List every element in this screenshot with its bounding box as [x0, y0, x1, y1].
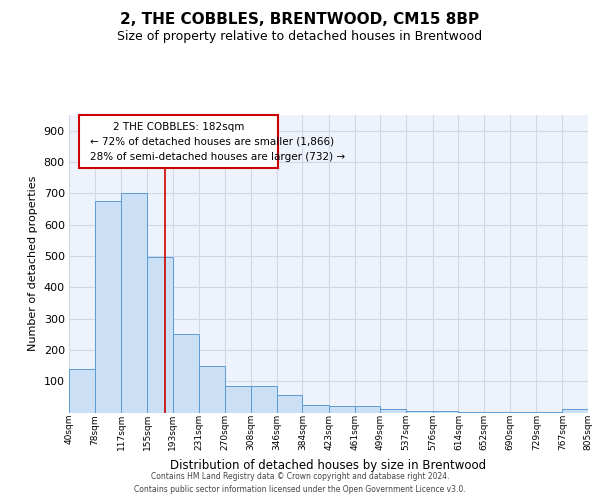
Bar: [562, 410, 588, 412]
Bar: [147, 258, 173, 412]
Bar: [95, 201, 121, 412]
Bar: [380, 410, 406, 412]
Bar: [173, 334, 199, 412]
Bar: [355, 406, 380, 412]
Bar: [69, 368, 95, 412]
Text: 2 THE COBBLES: 182sqm: 2 THE COBBLES: 182sqm: [113, 122, 244, 132]
Text: ← 72% of detached houses are smaller (1,866): ← 72% of detached houses are smaller (1,…: [89, 136, 334, 146]
Bar: [277, 396, 302, 412]
Y-axis label: Number of detached properties: Number of detached properties: [28, 176, 38, 352]
FancyBboxPatch shape: [79, 115, 278, 168]
Bar: [251, 386, 277, 412]
Text: 28% of semi-detached houses are larger (732) →: 28% of semi-detached houses are larger (…: [89, 152, 344, 162]
Bar: [433, 411, 458, 412]
Bar: [406, 411, 433, 412]
Bar: [225, 386, 251, 412]
Bar: [121, 194, 147, 412]
Text: 2, THE COBBLES, BRENTWOOD, CM15 8BP: 2, THE COBBLES, BRENTWOOD, CM15 8BP: [121, 12, 479, 28]
Bar: [199, 366, 225, 412]
X-axis label: Distribution of detached houses by size in Brentwood: Distribution of detached houses by size …: [170, 458, 487, 471]
Text: Contains HM Land Registry data © Crown copyright and database right 2024.
Contai: Contains HM Land Registry data © Crown c…: [134, 472, 466, 494]
Bar: [329, 406, 355, 412]
Bar: [302, 404, 329, 412]
Text: Size of property relative to detached houses in Brentwood: Size of property relative to detached ho…: [118, 30, 482, 43]
